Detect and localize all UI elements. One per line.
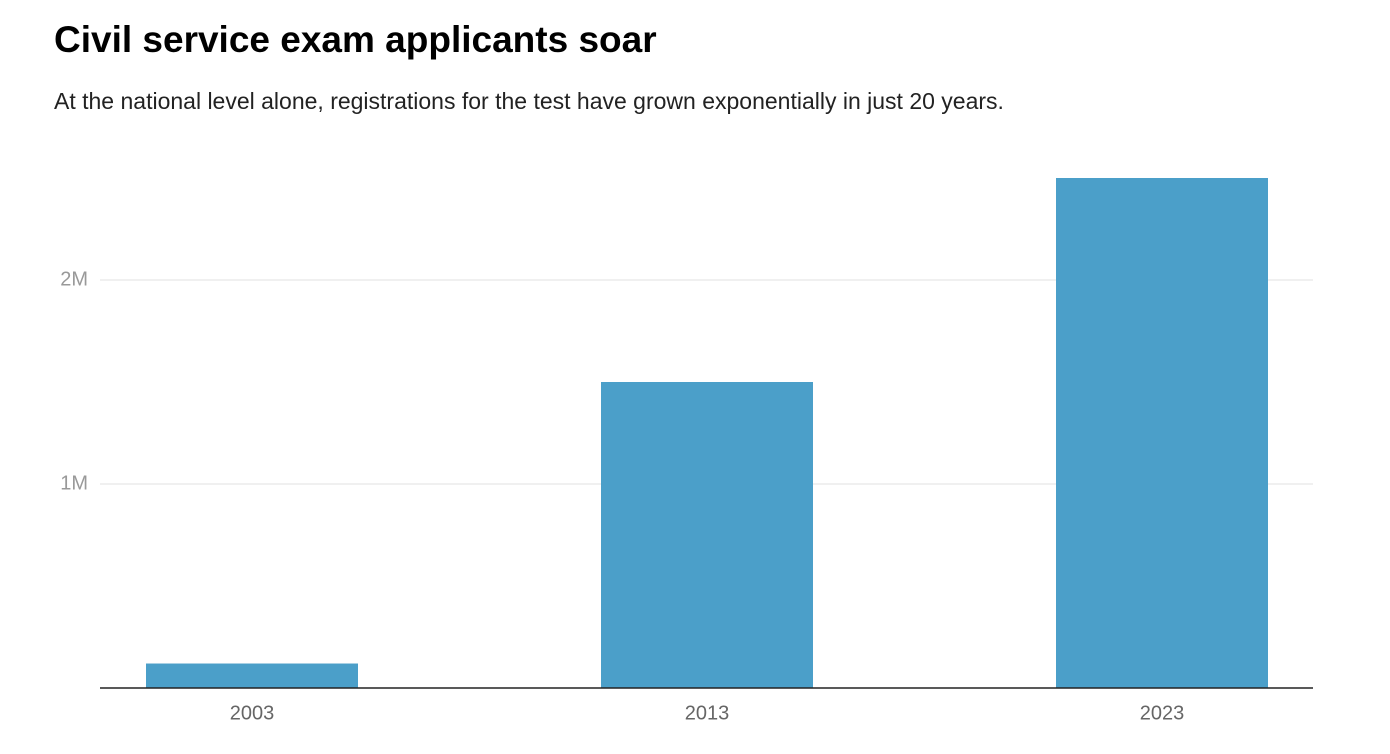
y-tick-label: 1M: [60, 472, 88, 494]
chart-subtitle: At the national level alone, registratio…: [54, 88, 1004, 114]
bar: [601, 382, 813, 688]
bar: [1056, 178, 1268, 688]
x-tick-label: 2023: [1140, 702, 1185, 724]
x-tick-label: 2013: [685, 702, 730, 724]
chart-title: Civil service exam applicants soar: [54, 19, 657, 60]
bar: [146, 663, 358, 688]
x-tick-label: 2003: [230, 702, 275, 724]
y-tick-label: 2M: [60, 268, 88, 290]
